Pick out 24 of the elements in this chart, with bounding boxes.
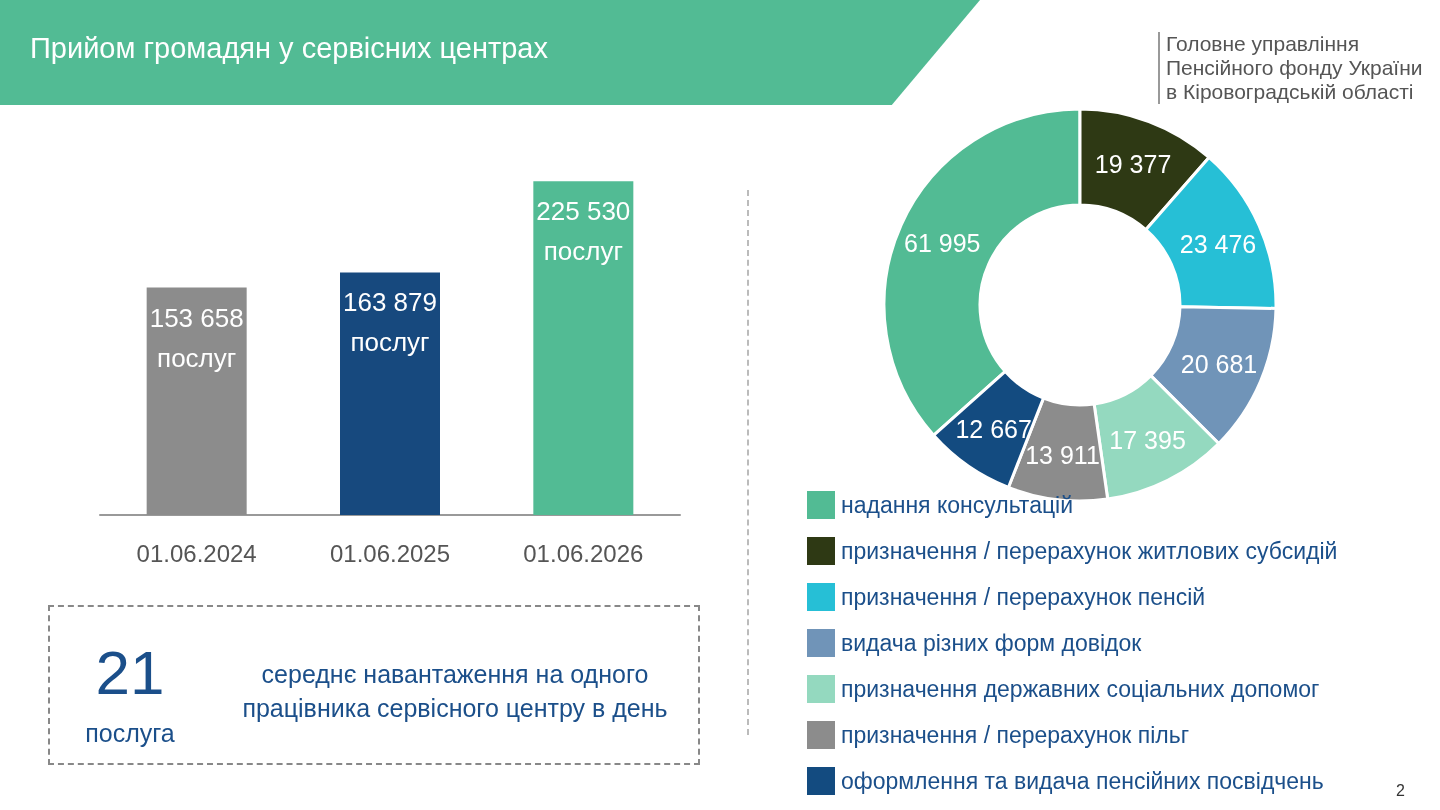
- x-tick-label: 01.06.2025: [329, 539, 451, 567]
- legend-label: надання консультацій: [841, 492, 1074, 518]
- data-label: 61 995: [904, 229, 981, 258]
- data-label: 13 911: [1025, 440, 1100, 469]
- data-label: 20 681: [1180, 349, 1258, 378]
- legend-label: призначення / перерахунок пенсій: [841, 584, 1206, 610]
- x-tick-label: 01.06.2026: [523, 539, 644, 567]
- data-label: 225 530 послуг: [536, 196, 631, 267]
- data-label: 23 476: [1179, 229, 1257, 258]
- legend-label: оформлення та видача пенсійних посвідчень: [841, 768, 1324, 794]
- legend-label: видача різних форм довідок: [841, 630, 1143, 656]
- data-label: 12 667: [955, 414, 1032, 443]
- text: 2: [1396, 782, 1405, 800]
- chart-title: Прийом громадян у сервісних центрах: [30, 32, 548, 65]
- info-card: 21 послуга середнє навантаження на одного працівника сервісного центру в день: [48, 605, 700, 765]
- data-label: 19 377: [1094, 149, 1172, 178]
- x-tick-label: 01.06.2024: [136, 539, 257, 567]
- data-label: 153 658 послуг: [149, 302, 244, 373]
- data-label: 17 395: [1109, 426, 1186, 455]
- legend-label: призначення / перерахунок пільг: [841, 722, 1190, 748]
- legend-label: призначення державних соціальних допомог: [841, 676, 1320, 702]
- legend-label: призначення / перерахунок житлових субсидій: [841, 538, 1338, 564]
- text: Головне управління Пенсійного фонду України в Кіровоградській області: [1158, 32, 1436, 104]
- data-label: 163 879 послуг: [343, 287, 437, 358]
